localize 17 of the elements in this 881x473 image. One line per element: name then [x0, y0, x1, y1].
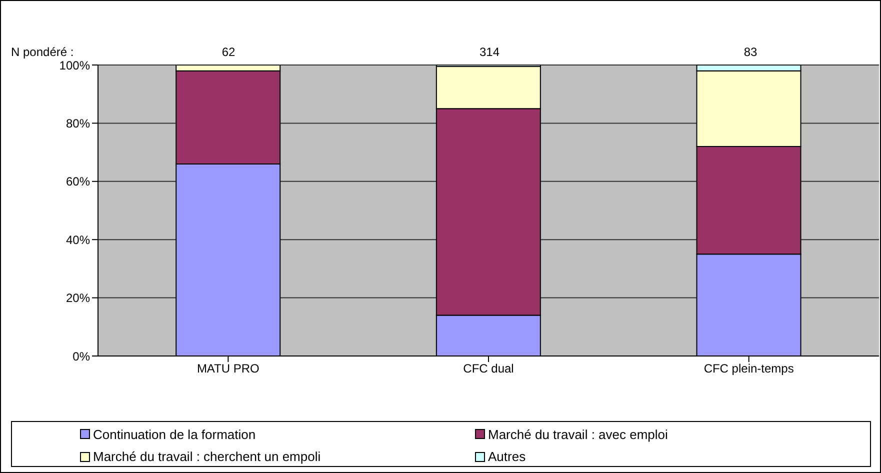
text: 314 [478, 45, 501, 59]
legend-label: Continuation de la formation [93, 426, 256, 442]
text: 62 [220, 45, 236, 59]
x-tick-label: MATU PRO [196, 362, 260, 376]
legend-label: Marché du travail : cherchent un empoli [93, 449, 321, 464]
y-tick-label: 40% [66, 232, 90, 247]
x-tick-label: CFC dual [463, 362, 514, 376]
legend-label: Autres [488, 449, 526, 464]
text: 83 [742, 45, 758, 59]
text: N pondéré : [11, 45, 74, 59]
x-tick-label: CFC plein-temps [704, 362, 794, 376]
y-tick-label: 0% [72, 349, 90, 364]
y-tick-label: 80% [66, 116, 90, 130]
y-tick-label: 20% [66, 291, 90, 306]
y-tick-label: 100% [59, 58, 90, 72]
legend-label: Marché du travail : avec emploi [488, 426, 668, 442]
y-tick-label: 60% [66, 174, 90, 189]
